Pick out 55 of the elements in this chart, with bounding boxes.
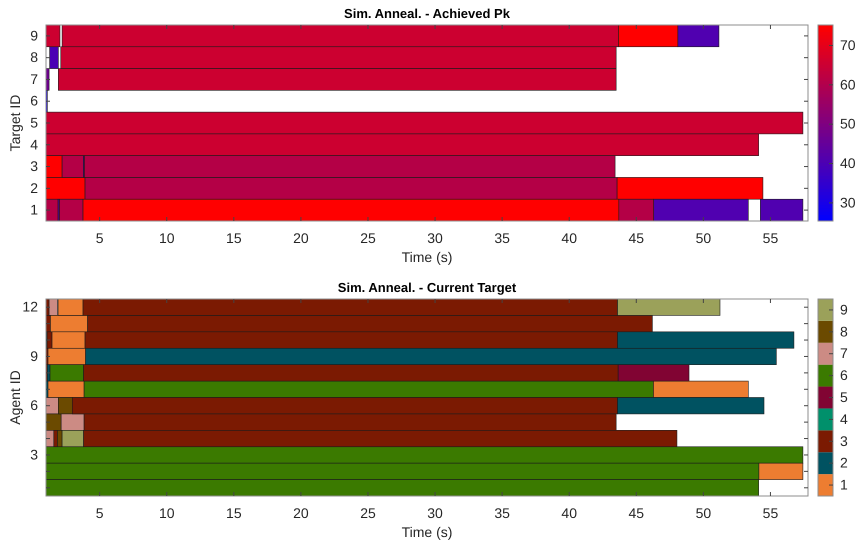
y-tick-label: 6 [30,92,38,109]
x-tick-label: 20 [293,230,309,246]
x-tick-label: 55 [762,504,778,521]
y-tick-label: 12 [22,298,38,315]
color-bar-label: 50 [840,116,855,132]
color-bar-label: 9 [840,301,848,318]
color-bar-label: 7 [840,345,848,362]
color-bar-label: 2 [840,454,848,471]
x-tick-label: 50 [696,230,712,246]
y-tick-label: 5 [30,114,38,130]
color-bar-label: 3 [840,432,848,449]
x-tick-label: 50 [696,504,712,521]
x-axis-title: Time (s) [402,249,452,265]
x-tick-label: 25 [360,504,376,521]
color-bar-label: 70 [840,36,855,53]
y-tick-label: 9 [30,348,38,364]
x-tick-label: 40 [561,504,578,521]
x-axis-title: Time (s) [402,524,452,540]
y-tick-label: 6 [30,397,38,414]
color-bar-label: 30 [840,194,855,210]
color-bar-label: 60 [840,76,855,92]
y-tick-label: 4 [30,136,38,152]
x-tick-label: 10 [158,504,175,521]
x-tick-label: 5 [96,504,104,521]
color-bar-label: 4 [840,410,848,427]
x-tick-label: 30 [427,230,444,246]
y-tick-label: 9 [30,27,38,44]
x-tick-label: 30 [427,504,444,521]
x-tick-label: 45 [628,504,644,521]
x-tick-label: 35 [494,504,510,521]
x-tick-label: 40 [561,230,578,246]
y-tick-label: 3 [30,158,38,174]
y-tick-label: 8 [30,49,38,66]
x-tick-label: 35 [494,230,510,246]
color-bar-label: 5 [840,388,848,405]
y-axis-title: Target ID [7,94,23,152]
y-axis-title: Agent ID [7,370,23,425]
x-tick-label: 20 [293,504,309,521]
chart-title: Sim. Anneal. - Achieved Pk [344,6,511,21]
x-tick-label: 15 [226,504,242,521]
x-tick-label: 10 [158,230,175,246]
color-bar-label: 6 [840,367,848,384]
y-tick-label: 2 [30,180,38,196]
color-bar-label: 1 [840,476,848,493]
color-bar-label: 40 [840,155,855,172]
color-bar-label: 8 [840,323,848,340]
x-tick-label: 25 [360,230,376,246]
chart-title: Sim. Anneal. - Current Target [338,280,517,295]
y-tick-label: 7 [30,70,38,87]
x-tick-label: 15 [226,230,242,246]
y-tick-label: 3 [30,446,38,462]
x-tick-label: 5 [96,230,104,246]
x-tick-label: 45 [628,230,644,246]
y-tick-label: 1 [30,202,38,218]
x-tick-label: 55 [762,230,778,246]
